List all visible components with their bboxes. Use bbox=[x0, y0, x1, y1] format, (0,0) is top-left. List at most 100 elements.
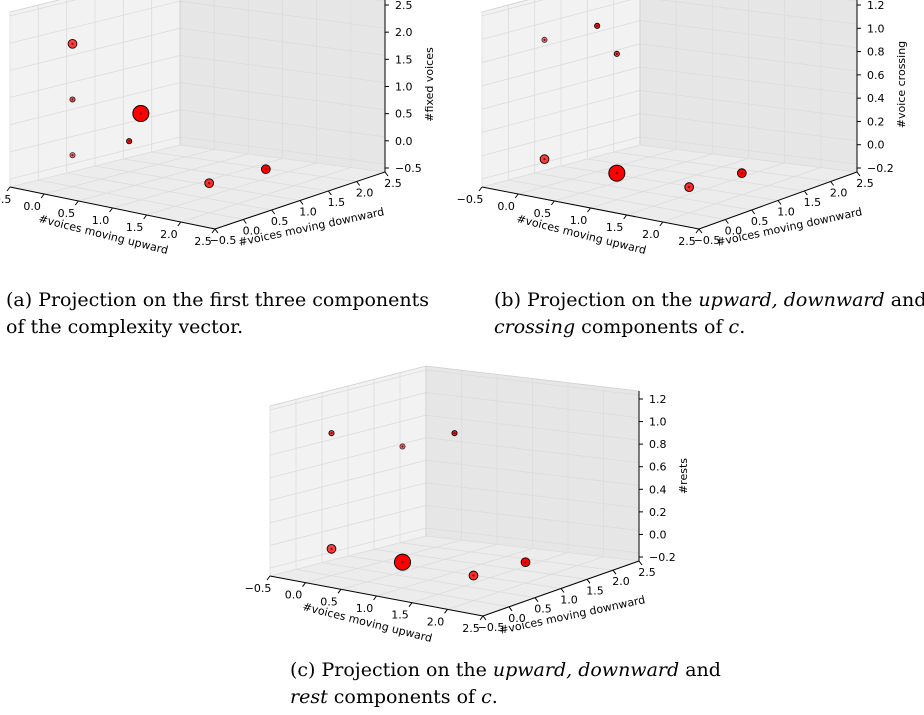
data-point-center bbox=[208, 182, 211, 185]
z-tick-label: 0.8 bbox=[649, 438, 667, 451]
z-tick-label: 0.8 bbox=[867, 46, 885, 59]
y-tick-label: 2.5 bbox=[384, 177, 402, 190]
x-tick-label: 0.0 bbox=[285, 589, 303, 602]
grid-line bbox=[321, 562, 536, 599]
data-point-center bbox=[615, 172, 618, 175]
data-point-center bbox=[264, 168, 267, 171]
z-tick-label: 0.4 bbox=[649, 483, 667, 496]
data-point-center bbox=[453, 432, 456, 435]
data-point-center bbox=[543, 158, 546, 161]
z-tick-label: 0.5 bbox=[395, 108, 413, 121]
data-point-center bbox=[740, 172, 743, 175]
y-tick-label: 1.0 bbox=[299, 206, 317, 219]
x-tick-label: −0.5 bbox=[0, 193, 11, 206]
z-tick-label: 2.5 bbox=[395, 0, 413, 12]
y-tick-label: 2.0 bbox=[612, 575, 630, 588]
grid-line bbox=[347, 555, 562, 589]
data-point-center bbox=[524, 561, 527, 564]
data-point-center bbox=[71, 154, 74, 157]
y-tick-label: 0.0 bbox=[725, 225, 743, 238]
pane-floor bbox=[270, 536, 639, 616]
y-tick-label: 0.0 bbox=[243, 225, 261, 238]
x-tick-label: 2.0 bbox=[642, 228, 660, 241]
x-tick-label: 1.0 bbox=[356, 602, 374, 615]
grid-line bbox=[373, 548, 588, 580]
x-tick-label: −0.5 bbox=[245, 582, 272, 595]
y-tick-label: 1.5 bbox=[804, 196, 822, 209]
z-tick-label: 1.0 bbox=[867, 22, 885, 35]
data-point-center bbox=[688, 186, 691, 189]
y-tick-label: −0.5 bbox=[478, 621, 505, 634]
data-point-center bbox=[71, 98, 74, 101]
z-tick-label: 0.0 bbox=[649, 528, 667, 541]
x-tick-label: −0.5 bbox=[457, 193, 484, 206]
x-tick-label: 2.5 bbox=[194, 235, 212, 248]
z-tick-label: −0.5 bbox=[395, 162, 422, 175]
data-point-center bbox=[139, 112, 142, 115]
x-tick-label: 1.5 bbox=[391, 609, 409, 622]
grid-line bbox=[481, 0, 858, 17]
grid-line bbox=[481, 0, 858, 40]
x-tick-label: 0.5 bbox=[320, 595, 338, 608]
grid-line bbox=[38, 179, 244, 220]
y-tick-label: 1.5 bbox=[328, 196, 346, 209]
grid-line bbox=[613, 151, 831, 182]
x-tick-label: 2.5 bbox=[462, 622, 480, 635]
z-tick-label: −0.2 bbox=[649, 551, 676, 564]
y-tick-label: 2.5 bbox=[856, 177, 874, 190]
data-point-center bbox=[543, 38, 546, 41]
grid-line bbox=[66, 172, 272, 211]
x-tick-label: 0.5 bbox=[58, 207, 76, 220]
z-tick-label: −0.2 bbox=[867, 162, 894, 175]
grid-line bbox=[560, 165, 779, 201]
data-point-center bbox=[128, 140, 131, 143]
y-tick-label: −0.5 bbox=[210, 234, 237, 247]
caption-line: rest components of c. bbox=[290, 686, 498, 708]
z-tick-label: 1.2 bbox=[649, 393, 667, 406]
z-axis-label: #rests bbox=[677, 458, 690, 494]
grid-line bbox=[508, 179, 726, 220]
z-tick-label: 0.0 bbox=[867, 139, 885, 152]
caption-line: of the complexity vector. bbox=[6, 316, 243, 338]
z-tick-label: 0.2 bbox=[649, 506, 667, 519]
z-tick-label: 1.0 bbox=[649, 416, 667, 429]
x-tick-label: 2.5 bbox=[678, 235, 696, 248]
grid-line bbox=[534, 172, 752, 211]
y-tick-label: 1.5 bbox=[586, 584, 604, 597]
chart-c: −0.50.00.51.01.52.02.5−0.50.00.51.01.52.… bbox=[245, 365, 721, 708]
grid-line bbox=[399, 542, 614, 571]
pane-floor bbox=[482, 145, 857, 229]
data-point-center bbox=[596, 24, 599, 27]
y-tick-label: 0.5 bbox=[271, 215, 289, 228]
z-tick-label: 1.5 bbox=[395, 53, 413, 66]
caption-line: (a) Projection on the first three compon… bbox=[6, 289, 429, 311]
x-tick-label: 2.0 bbox=[160, 228, 178, 241]
x-tick-label: 0.0 bbox=[23, 200, 41, 213]
data-point-center bbox=[615, 52, 618, 55]
grid-line bbox=[639, 144, 858, 173]
y-tick-label: 1.0 bbox=[777, 206, 795, 219]
caption-line: crossing components of c. bbox=[494, 316, 745, 338]
grid-line bbox=[9, 0, 386, 17]
chart-b: −0.50.00.51.01.52.02.5−0.50.00.51.01.52.… bbox=[457, 0, 924, 338]
data-point-center bbox=[401, 561, 404, 564]
x-tick-label: 0.5 bbox=[534, 207, 552, 220]
z-tick-label: 2.0 bbox=[395, 26, 413, 39]
x-tick-label: 0.0 bbox=[497, 200, 515, 213]
grid-line bbox=[94, 165, 301, 201]
data-point-center bbox=[330, 547, 333, 550]
z-tick-label: 0.6 bbox=[867, 69, 885, 82]
y-tick-label: 0.5 bbox=[534, 603, 552, 616]
z-tick-label: 0.4 bbox=[867, 92, 885, 105]
data-point-center bbox=[401, 445, 404, 448]
data-point-center bbox=[472, 574, 475, 577]
z-tick-label: 1.2 bbox=[867, 0, 885, 12]
data-point-center bbox=[71, 42, 74, 45]
grid-line bbox=[123, 158, 329, 192]
z-tick-label: 0.0 bbox=[395, 135, 413, 148]
caption-line: (c) Projection on the upward, downward a… bbox=[290, 659, 721, 681]
y-tick-label: 2.0 bbox=[356, 187, 374, 200]
z-axis-label: #voice crossing bbox=[895, 41, 908, 128]
y-tick-label: 0.0 bbox=[508, 612, 526, 625]
